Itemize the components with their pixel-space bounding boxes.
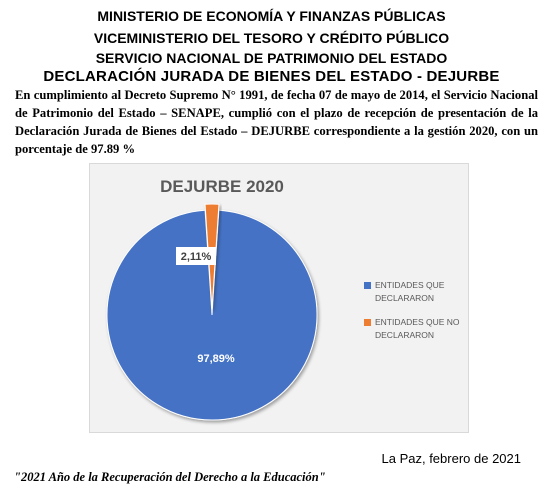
chart-title: DEJURBE 2020 [160, 177, 284, 196]
legend-label-declared-line1: ENTIDADES QUE [375, 280, 445, 290]
chart-container: DEJURBE 2020 97,89% 2,11% ENTIDADES QUE DE… [89, 163, 469, 433]
data-label-bg-not-declared [176, 247, 216, 265]
place-date: La Paz, febrero de 2021 [381, 451, 522, 466]
legend-swatch-declared [364, 282, 371, 289]
motto: "2021 Año de la Recuperación del Derecho… [14, 470, 326, 484]
header-ministry: MINISTERIO DE ECONOMÍA Y FINANZAS PÚBLIC… [97, 8, 446, 24]
intro-paragraph: En cumplimiento al Decreto Supremo N° 19… [15, 88, 538, 156]
document-title: DECLARACIÓN JURADA DE BIENES DEL ESTADO … [43, 68, 500, 85]
legend-label-declared-line2: DECLARARON [375, 293, 434, 303]
legend-swatch-not-declared [364, 319, 371, 326]
pie-chart: DEJURBE 2020 97,89% 2,11% ENTIDADES QUE DE… [106, 177, 460, 421]
data-label-declared: 97,89% [197, 353, 235, 365]
legend-label-not-declared-line1: ENTIDADES QUE NO [375, 317, 460, 327]
header-vice-ministry: VICEMINISTERIO DEL TESORO Y CRÉDITO PÚBL… [93, 30, 450, 46]
data-label-not-declared: 2,11% [181, 251, 212, 263]
data-label-bg-declared [192, 349, 240, 367]
pie-slice-declared [106, 209, 318, 421]
header-service: SERVICIO NACIONAL DE PATRIMONIO DEL ESTA… [95, 50, 448, 66]
legend-label-not-declared-line2: DECLARARON [375, 330, 434, 340]
